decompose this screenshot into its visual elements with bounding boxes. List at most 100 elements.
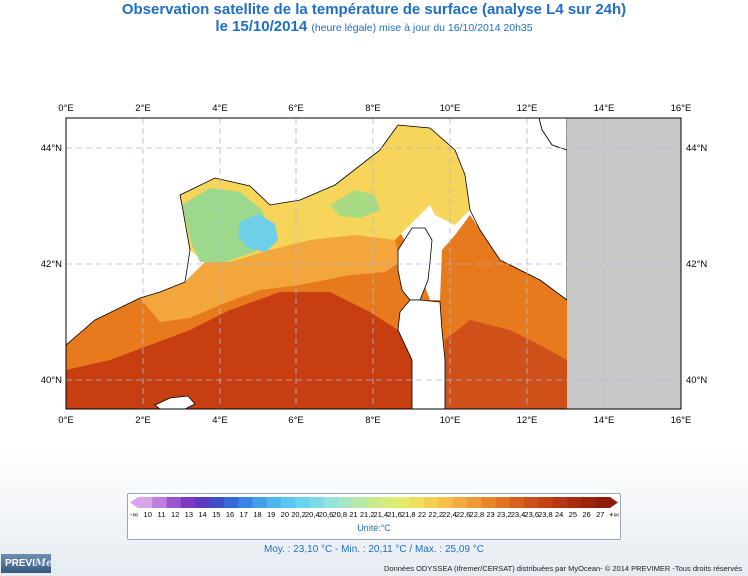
sst-field-mid: [140, 232, 400, 322]
legend-swatch: [295, 497, 311, 508]
legend-tick-label: 25: [568, 510, 578, 519]
legend-arrow: [610, 497, 618, 508]
lon-label-bottom: 4°E: [212, 415, 227, 426]
map-ticks: 0°E 0°E 2°E 2°E 4°E 4°E 6°E 6°E 8°E 8°E 10°E 10°E 12…: [41, 103, 708, 426]
legend-swatch: [481, 497, 497, 508]
lon-label-bottom: 6°E: [288, 415, 303, 426]
legend-swatch: [252, 497, 268, 508]
lat-label-right: 44°N: [686, 143, 707, 154]
legend-tick-label: 23,2: [496, 510, 512, 519]
legend-swatch: [138, 497, 153, 508]
sst-field-cold-north: [330, 190, 380, 218]
legend-swatch: [266, 497, 282, 508]
sst-field-hot: [66, 292, 412, 409]
legend-tick-label: 22,6: [455, 510, 471, 519]
logo-text-a: PREVI: [5, 558, 36, 569]
lon-label-bottom: 14°E: [594, 415, 615, 426]
legend-tick-label: 22: [417, 510, 427, 519]
map-date-note: (heure légale) mise à jour du 16/10/2014…: [311, 22, 533, 34]
legend-tick-label: +∞: [609, 510, 619, 519]
legend-tick-label: 23,8: [538, 510, 553, 519]
legend-colorbar: [130, 497, 618, 508]
sst-map[interactable]: 0°E 0°E 2°E 2°E 4°E 4°E 6°E 6°E 8°E 8°E 10°E 10°E 12…: [0, 0, 748, 490]
legend-tick-label: 22,8: [469, 510, 485, 519]
lon-label-top: 16°E: [671, 103, 692, 114]
map-title: Observation satellite de la température …: [121, 1, 627, 18]
lat-label-right: 40°N: [686, 375, 707, 386]
legend-tick-label: 20: [280, 510, 290, 519]
map-frame: [65, 117, 682, 410]
legend-swatch: [567, 497, 582, 508]
legend-labels: -∞ 10 11 12 13 14 15 16 17 18 19 20 20,2 20,4 20,6 20,8…: [128, 510, 620, 522]
legend-tick-label: 22,2: [428, 510, 444, 519]
legend-swatch: [381, 497, 396, 508]
lon-label-bottom: 0°E: [58, 415, 73, 426]
legend-tick-label: 20,2: [291, 510, 306, 519]
legend-swatch: [552, 497, 568, 508]
legend-tick-label: 20,4: [304, 510, 320, 519]
legend-arrow: [130, 497, 138, 508]
legend-tick-label: 19: [266, 510, 276, 519]
legend-tick-label: 23,4: [510, 510, 526, 519]
legend-swatch: [309, 497, 325, 508]
lon-label-top: 0°E: [58, 103, 73, 114]
legend-swatch: [166, 497, 182, 508]
map-subtitle: le 15/10/2014 (heure légale) mise à jour…: [0, 18, 748, 35]
legend-swatch: [452, 497, 468, 508]
legend-tick-label: 21: [349, 510, 358, 519]
legend-swatch: [495, 497, 511, 508]
lon-label-bottom: 2°E: [135, 415, 150, 426]
legend-tick-label: 17: [239, 510, 248, 519]
legend-tick-label: 23,6: [524, 510, 540, 519]
lon-label-top: 2°E: [135, 103, 150, 114]
legend-swatch: [538, 497, 554, 508]
legend-swatch: [509, 497, 525, 508]
legend-swatch: [338, 497, 354, 508]
land-sardinia: [397, 299, 446, 409]
land-balearic: [154, 395, 196, 409]
legend-swatch: [209, 497, 225, 508]
legend-swatch: [395, 497, 411, 508]
lon-label-top: 6°E: [288, 103, 303, 114]
legend-tick-label: -∞: [130, 510, 138, 519]
legend-tick-label: 14: [198, 510, 207, 519]
legend-swatch: [180, 497, 196, 508]
legend-tick-label: 18: [253, 510, 262, 519]
legend-swatch: [223, 497, 239, 508]
legend-unit: Unité:°C: [357, 523, 391, 533]
legend-swatch: [238, 497, 253, 508]
legend-tick-label: 12: [170, 510, 180, 519]
credits-text: Données ODYSSEA (Ifremer/CERSAT) distrib…: [383, 564, 742, 573]
legend-swatch: [281, 497, 296, 508]
legend-tick-label: 10: [143, 510, 152, 519]
legend-tick-label: 22,4: [442, 510, 457, 519]
lon-label-bottom: 10°E: [440, 415, 461, 426]
sst-field-hot-east: [445, 320, 567, 409]
legend-swatch: [409, 497, 425, 508]
legend-tick-label: 21,6: [387, 510, 402, 519]
lon-label-bottom: 8°E: [365, 415, 380, 426]
legend-tick-label: 27: [596, 510, 605, 519]
legend-swatch: [152, 497, 168, 508]
lon-label-top: 12°E: [517, 103, 538, 114]
legend-swatch: [581, 497, 597, 508]
legend-tick-label: 20,8: [332, 510, 348, 519]
lat-label-left: 40°N: [41, 375, 62, 386]
lon-label-top: 10°E: [440, 103, 461, 114]
legend-tick-label: 13: [184, 510, 194, 519]
previmer-logo[interactable]: PREVIMer: [1, 554, 58, 573]
color-legend: -∞ 10 11 12 13 14 15 16 17 18 19 20 20,2 20,4 20,6 20,8…: [127, 493, 621, 540]
legend-swatch: [366, 497, 382, 508]
lon-label-bottom: 16°E: [671, 415, 692, 426]
legend-tick-label: 20,6: [318, 510, 334, 519]
legend-tick-label: 26: [582, 510, 591, 519]
legend-tick-label: 11: [157, 510, 166, 519]
lat-label-left: 44°N: [41, 143, 62, 154]
legend-tick-label: 24: [554, 510, 564, 519]
legend-tick-label: 21,2: [359, 510, 375, 519]
legend-swatch: [195, 497, 211, 508]
lon-label-top: 8°E: [365, 103, 380, 114]
lon-label-bottom: 12°E: [517, 415, 538, 426]
statistics-line: Moy. : 23,10 °C - Min. : 20,11 °C / Max.…: [263, 544, 485, 555]
lat-label-left: 42°N: [41, 259, 62, 270]
